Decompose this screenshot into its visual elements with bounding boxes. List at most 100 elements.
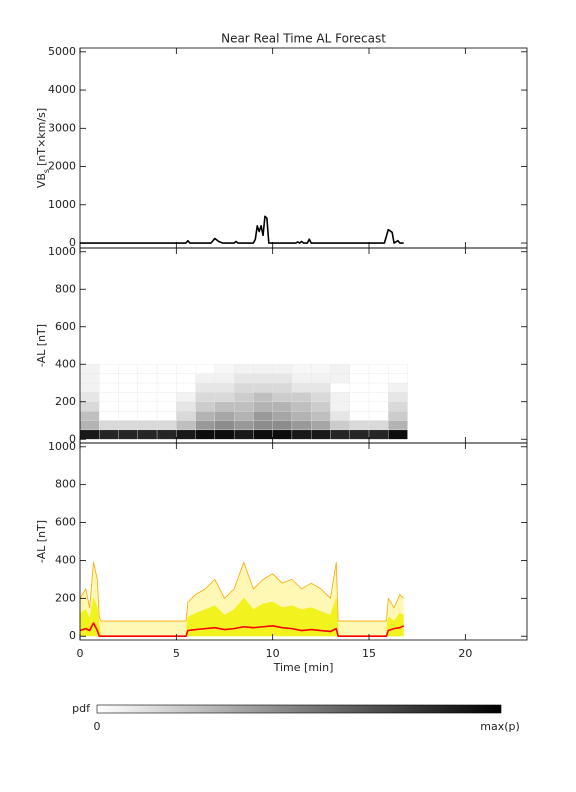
y-axis-label: VBs [nT×km/s] (35, 108, 51, 188)
heat-cell (195, 364, 216, 374)
heat-cell (137, 420, 158, 431)
line (79, 561, 404, 622)
heat-cell (233, 420, 254, 431)
heat-cell (79, 429, 100, 440)
y-tick-label: 600 (55, 320, 76, 333)
heat-cell (137, 401, 158, 412)
heat-cell (349, 401, 370, 412)
heat-cell (233, 382, 254, 393)
heat-cell (233, 401, 254, 412)
heat-cell (118, 364, 138, 374)
heat-cell (272, 382, 293, 393)
heat-cell (118, 429, 138, 440)
heat-cell (118, 401, 138, 412)
heat-cell (349, 364, 370, 374)
heat-cell (99, 373, 119, 384)
heat-cell (137, 429, 158, 440)
y-tick-label: 4000 (48, 83, 76, 96)
heat-cell (79, 401, 100, 412)
y-tick-label: 600 (55, 516, 76, 529)
heat-cell (311, 401, 331, 412)
heat-cell (368, 429, 389, 440)
y-tick-label: 5000 (48, 45, 76, 58)
heat-cell (99, 420, 119, 431)
y-tick-label: 800 (55, 282, 76, 295)
heat-cell (214, 373, 235, 384)
x-tick-label: 10 (266, 647, 280, 660)
y-tick-label: 400 (55, 357, 76, 370)
heat-cell (272, 401, 293, 412)
heat-cell (330, 429, 350, 440)
heat-cell (311, 373, 331, 384)
heat-cell (156, 364, 177, 374)
y-tick-label: 200 (55, 591, 76, 604)
heat-cell (137, 364, 158, 374)
heat-cell (176, 401, 196, 412)
y-tick-label: 0 (69, 236, 76, 249)
heat-cell (214, 420, 235, 431)
heat-cell (349, 410, 370, 421)
heat-cell (195, 410, 216, 421)
x-tick-label: 20 (458, 647, 472, 660)
heat-cell (156, 392, 177, 402)
heat-cell (176, 364, 196, 374)
heat-cell (349, 429, 370, 440)
chart-title: Near Real Time AL Forecast (221, 32, 386, 46)
line (79, 622, 405, 638)
y-axis-label-main: -AL [nT] (35, 520, 48, 563)
colorbar: pdf 0 max(p) (72, 702, 520, 733)
heat-cell (99, 429, 119, 440)
heat-cell (118, 410, 138, 421)
heat-cell (214, 392, 235, 402)
heat-cell (311, 364, 331, 374)
heat-cell (330, 373, 350, 384)
heat-cell (214, 410, 235, 421)
heat-cell (79, 364, 100, 374)
heat-cell (311, 382, 331, 393)
heat-cell (118, 373, 138, 384)
heat-cell (330, 410, 350, 421)
heat-cell (388, 382, 408, 393)
heat-cell (368, 401, 389, 412)
x-tick-label: 5 (173, 647, 180, 660)
heat-cell (214, 364, 235, 374)
heat-cell (195, 429, 216, 440)
heat-cell (253, 429, 273, 440)
heat-cell (311, 392, 331, 402)
heat-cell (195, 392, 216, 402)
heat-cell (291, 401, 312, 412)
heat-cell (99, 364, 119, 374)
heat-cell (195, 382, 216, 393)
heat-cell (349, 420, 370, 431)
heat-cell (233, 410, 254, 421)
heat-cell (118, 420, 138, 431)
heat-cell (195, 373, 216, 384)
heat-cell (368, 364, 389, 374)
heat-cell (79, 382, 100, 393)
y-tick-label: 200 (55, 395, 76, 408)
heat-cell (349, 373, 370, 384)
heat-cell (330, 401, 350, 412)
panel: 0 200 400 600 800 1000 0 5 10 15 20 -AL [nT] Time [m… (35, 440, 528, 674)
heat-cell (233, 429, 254, 440)
heat-cell (176, 410, 196, 421)
x-tick-label: 0 (77, 647, 84, 660)
heat-cell (137, 392, 158, 402)
heat-cell (195, 401, 216, 412)
y-tick-label: 800 (55, 478, 76, 491)
heat-cell (233, 364, 254, 374)
heat-cell (368, 373, 389, 384)
heat-cell (388, 401, 408, 412)
heat-cell (311, 429, 331, 440)
y-axis-label-main: VB (35, 173, 48, 188)
heat-cell (291, 410, 312, 421)
heat-cell (291, 420, 312, 431)
heat-cell (233, 392, 254, 402)
heat-cell (137, 382, 158, 393)
heat-cell (79, 373, 100, 384)
heat-cell (253, 401, 273, 412)
heat-cell (368, 392, 389, 402)
line (80, 215, 404, 244)
heat-cell (176, 382, 196, 393)
y-axis-label-main: -AL [nT] (35, 324, 48, 367)
